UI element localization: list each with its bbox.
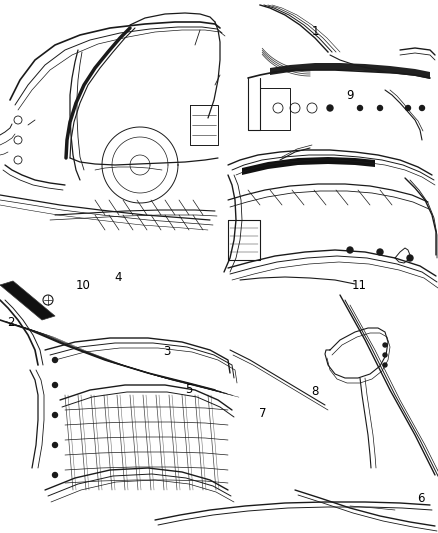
Text: 9: 9 xyxy=(346,90,354,102)
Text: 8: 8 xyxy=(312,385,319,398)
Polygon shape xyxy=(242,157,375,175)
Polygon shape xyxy=(270,63,430,79)
Circle shape xyxy=(407,255,413,261)
Text: 10: 10 xyxy=(76,279,91,292)
Circle shape xyxy=(53,442,57,448)
Circle shape xyxy=(378,106,382,110)
Circle shape xyxy=(383,363,387,367)
Circle shape xyxy=(383,353,387,357)
Circle shape xyxy=(53,383,57,387)
Text: 1: 1 xyxy=(311,26,319,38)
Circle shape xyxy=(383,343,387,347)
Text: 7: 7 xyxy=(259,407,267,419)
Circle shape xyxy=(53,472,57,478)
Circle shape xyxy=(347,247,353,253)
Circle shape xyxy=(53,358,57,362)
Text: 3: 3 xyxy=(163,345,170,358)
Text: 2: 2 xyxy=(7,316,15,329)
Text: 6: 6 xyxy=(417,492,424,505)
Circle shape xyxy=(406,106,410,110)
Polygon shape xyxy=(0,281,55,320)
Circle shape xyxy=(357,106,363,110)
Circle shape xyxy=(420,106,424,110)
Circle shape xyxy=(377,249,383,255)
Circle shape xyxy=(53,413,57,417)
Circle shape xyxy=(327,105,333,111)
Text: 5: 5 xyxy=(185,383,192,395)
Text: 4: 4 xyxy=(114,271,122,284)
Text: 11: 11 xyxy=(352,279,367,292)
